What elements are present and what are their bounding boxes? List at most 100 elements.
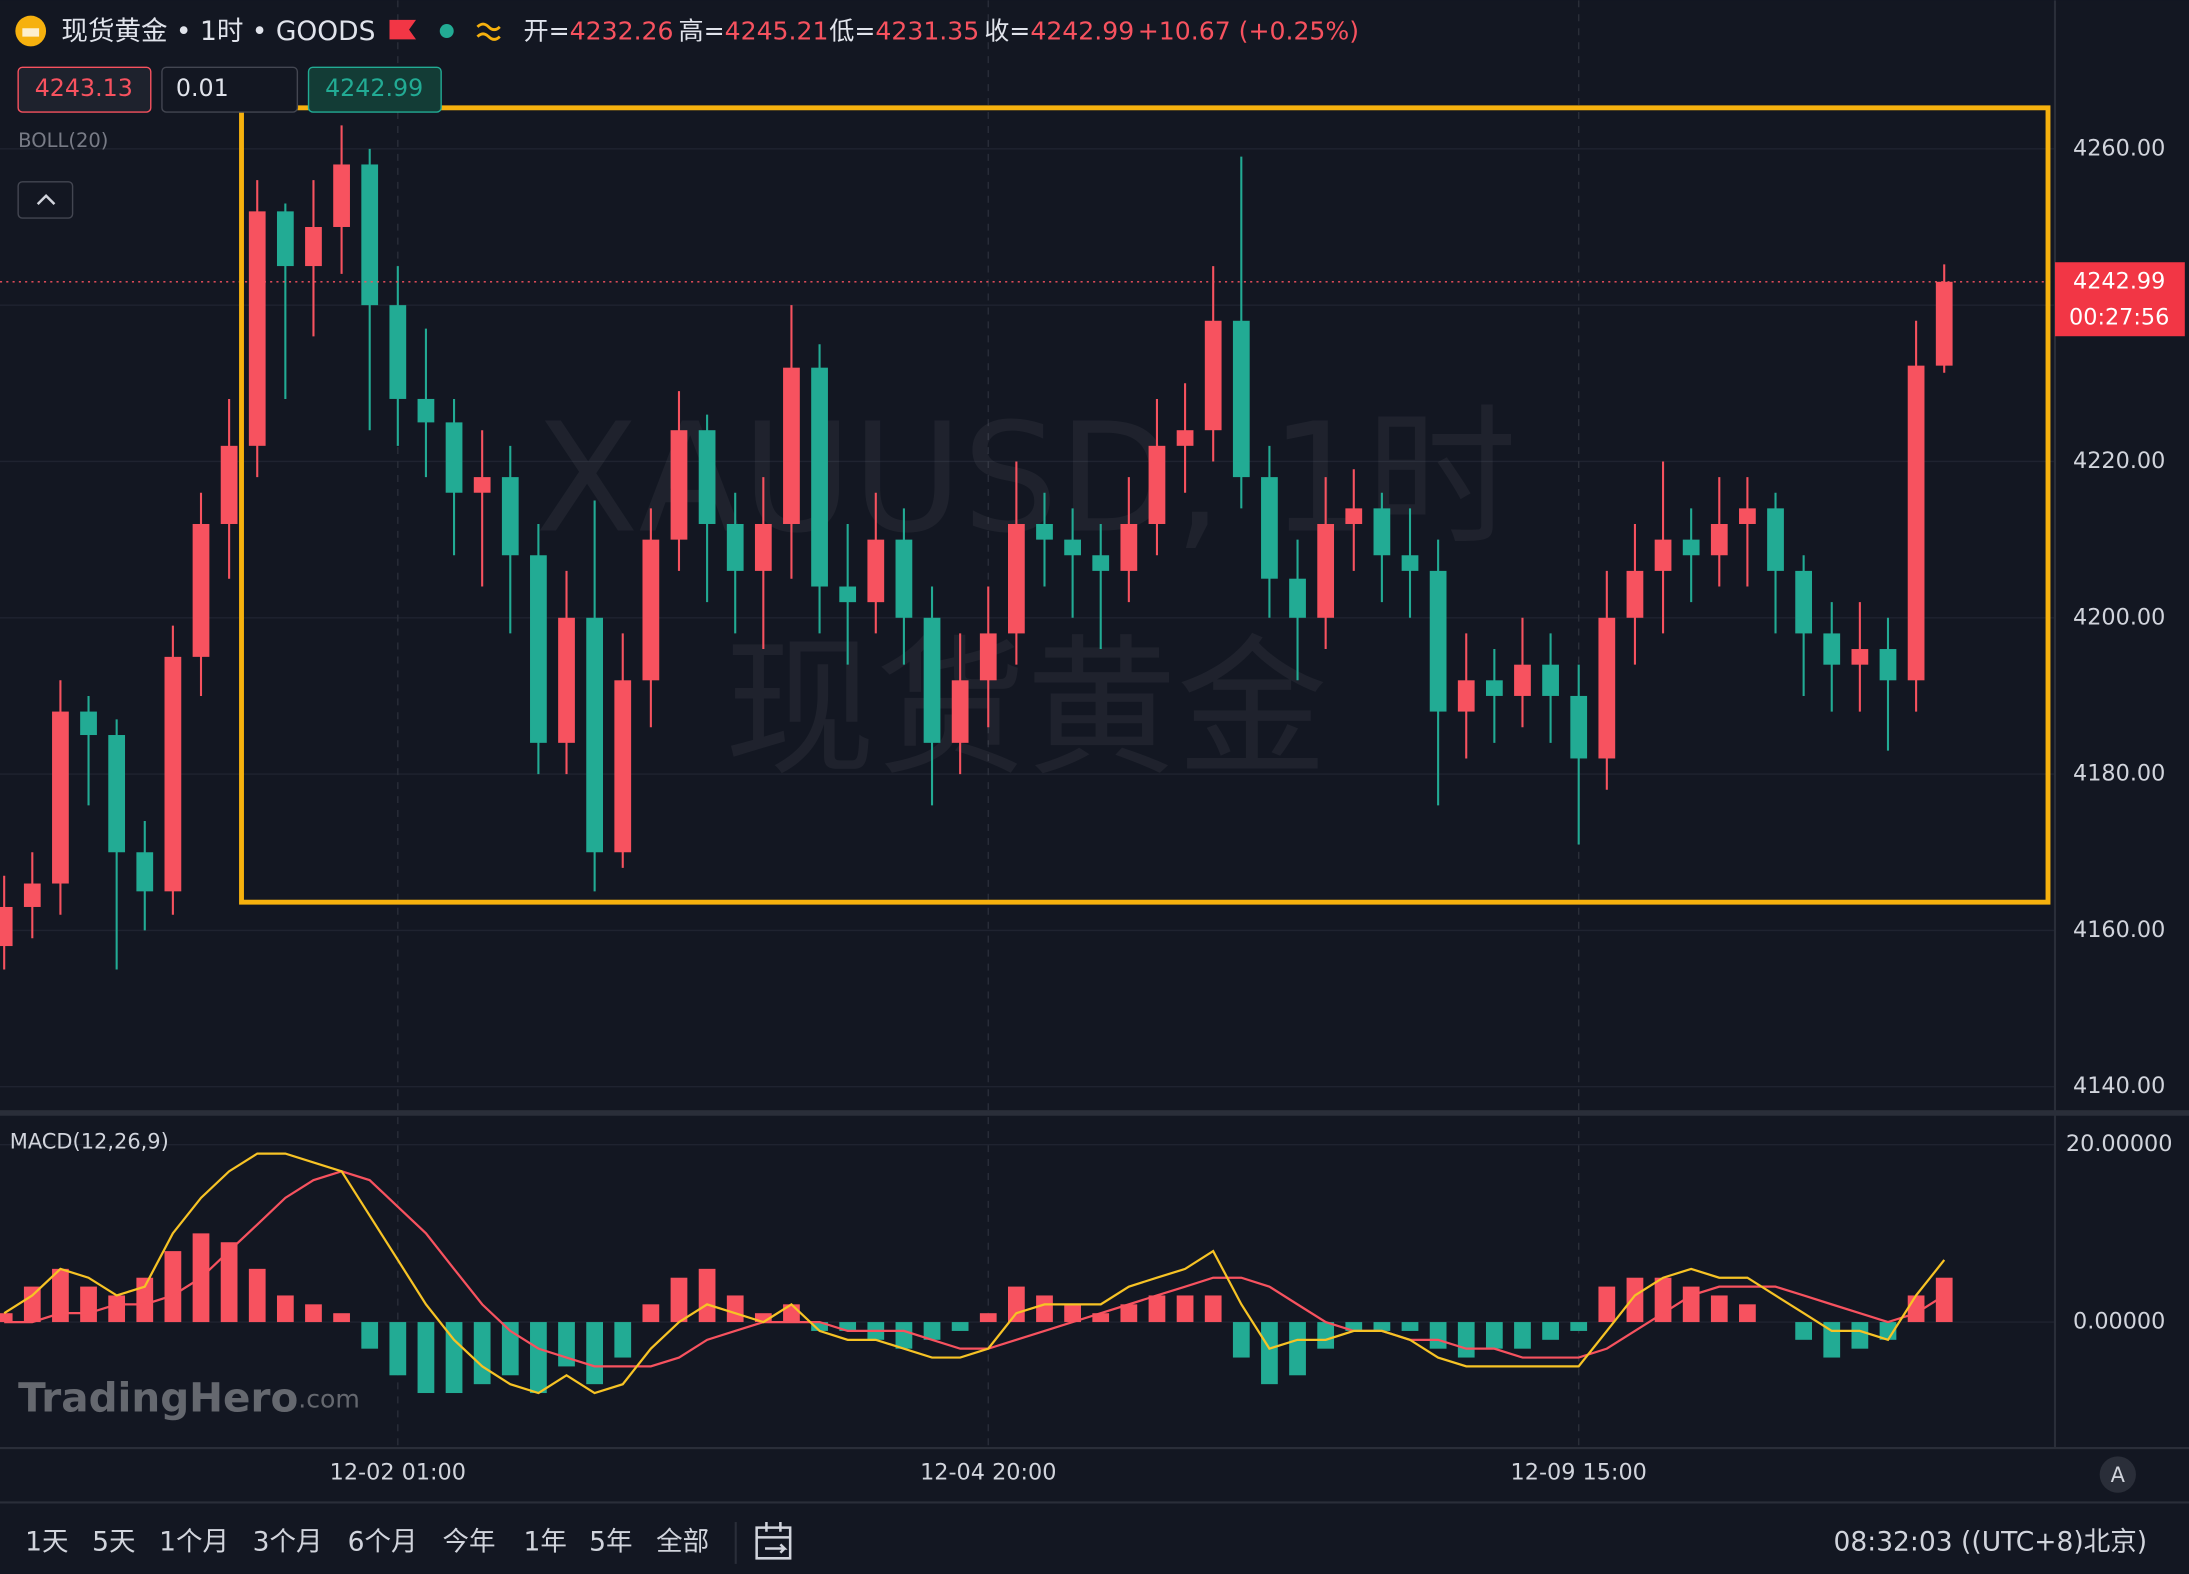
ohlc-value: 4245.21 — [725, 16, 829, 45]
candle-body — [951, 680, 969, 743]
candle-body — [1710, 523, 1728, 556]
macd-histogram-bar — [501, 1322, 519, 1376]
x-tick-label: 12-04 20:00 — [920, 1460, 1056, 1486]
macd-histogram-bar — [1710, 1295, 1728, 1323]
candle-body — [1232, 320, 1250, 478]
x-tick-label: 12-02 01:00 — [330, 1460, 466, 1486]
macd-histogram-bar — [670, 1277, 688, 1323]
ohlc-value: 4232.26 — [570, 16, 674, 45]
market-status — [439, 24, 454, 39]
toolbar: 08:32:03 ((UTC+8)北京) 1天 5天 1个月 3个月 6个月 今年 1年 5年… — [25, 1522, 2147, 1564]
macd-histogram-bar — [1739, 1304, 1756, 1323]
buy-button[interactable] — [307, 66, 442, 113]
macd-histogram-bar — [1429, 1322, 1447, 1349]
auto-scale-button[interactable] — [2099, 1456, 2136, 1493]
macd-histogram-bar — [1064, 1304, 1081, 1323]
candle-body — [754, 523, 772, 571]
macd-histogram-bar — [1401, 1322, 1419, 1331]
macd-histogram-bar — [1036, 1295, 1053, 1323]
macd-histogram-bar — [1514, 1322, 1531, 1349]
macd-histogram-bar — [1148, 1295, 1166, 1323]
macd-histogram-bar — [80, 1286, 97, 1323]
candle-body — [108, 735, 126, 853]
candle-body — [1457, 680, 1475, 712]
logo-suffix: .com — [298, 1385, 360, 1414]
ohlc-label: 收= — [984, 16, 1030, 45]
candle-body — [1795, 570, 1813, 634]
macd-histogram-bar — [1654, 1277, 1672, 1323]
macd-histogram-bar — [23, 1286, 41, 1323]
candle-body — [361, 164, 379, 306]
quantity: 0.01 — [176, 74, 229, 102]
candle-body — [642, 539, 660, 681]
candle-body — [895, 539, 913, 618]
ohlc-legend: 开=4232.26 高=4245.21 低=4231.35 收=4242.99 — [524, 16, 1135, 45]
range-button[interactable]: 5天 — [92, 1526, 135, 1557]
collapse-button[interactable] — [17, 181, 74, 219]
macd-histogram-bar — [1092, 1313, 1110, 1323]
macd-histogram-bar — [1345, 1322, 1363, 1331]
candle-body — [220, 445, 238, 524]
macd-histogram-bar — [1626, 1277, 1644, 1323]
date-range-icon[interactable] — [755, 1522, 792, 1560]
macd-histogram-bar — [276, 1295, 294, 1323]
range-button[interactable]: 1天 — [25, 1526, 68, 1557]
macd-histogram-bar — [839, 1322, 857, 1331]
sell-button[interactable] — [17, 66, 152, 113]
range-button[interactable]: 5年 — [589, 1526, 632, 1557]
range-button[interactable]: 1个月 — [159, 1526, 229, 1557]
candle-body — [783, 367, 800, 524]
quantity-input[interactable] — [161, 66, 299, 113]
candle-body — [501, 477, 519, 556]
ohlc-item: 高=4245.21 — [678, 16, 828, 45]
range-button[interactable]: 1年 — [524, 1526, 567, 1557]
last-price-tag — [2054, 262, 2185, 337]
candle-body — [1485, 680, 1503, 696]
macd-histogram-bar — [1879, 1322, 1897, 1340]
y-tick-label: 20.00000 — [2066, 1131, 2173, 1157]
ohlc-value: 4242.99 — [1030, 16, 1134, 45]
y-tick-label: 4220.00 — [2073, 448, 2165, 474]
range-annotation — [239, 105, 2051, 905]
range-button[interactable]: 今年 — [443, 1526, 496, 1557]
indicator-label: BOLL(20) — [18, 129, 108, 152]
candle-body — [670, 430, 688, 540]
candle-body — [1907, 365, 1925, 681]
macd-histogram-bar — [1120, 1304, 1138, 1323]
ohlc-label: 低= — [829, 16, 875, 45]
range-button[interactable]: 全部 — [656, 1526, 709, 1557]
arrow-icon — [765, 1543, 788, 1554]
signal-line — [4, 1170, 1945, 1368]
range-button[interactable]: 6个月 — [348, 1526, 418, 1557]
candle-body — [811, 367, 828, 587]
candle-body — [164, 656, 182, 892]
candle-body — [1092, 555, 1110, 571]
candle-body — [1935, 281, 1953, 366]
candle-body — [867, 539, 885, 603]
candle-body — [248, 211, 266, 446]
candle-body — [136, 852, 154, 892]
x-tick-label: 12-09 15:00 — [1511, 1460, 1647, 1486]
ohlc-value: 4231.35 — [875, 16, 979, 45]
range-button[interactable]: 3个月 — [253, 1526, 323, 1557]
candle-body — [726, 523, 744, 571]
candle-body — [473, 477, 491, 493]
macd-histogram-bar — [220, 1242, 238, 1323]
macd-histogram-bar — [811, 1322, 828, 1331]
macd-histogram-bar — [726, 1295, 744, 1323]
candle-body — [1739, 508, 1756, 524]
ohlc-item: 低=4231.35 — [829, 16, 979, 45]
candle-body — [23, 883, 41, 907]
candle-body — [389, 305, 407, 399]
macd-histogram-bar — [586, 1322, 604, 1385]
countdown-label: 00:27:56 — [2069, 305, 2169, 331]
candle-body — [1345, 508, 1363, 524]
logo-name: TradingHero — [18, 1374, 298, 1422]
macd-histogram-bar — [923, 1322, 941, 1340]
sell-price: 4243.13 — [35, 74, 133, 102]
macd-histogram-bar — [1851, 1322, 1869, 1349]
candle-body — [1064, 539, 1081, 556]
macd-histogram-bar — [1570, 1322, 1588, 1331]
candle-body — [1626, 570, 1644, 618]
y-tick-label: 4140.00 — [2073, 1073, 2165, 1099]
